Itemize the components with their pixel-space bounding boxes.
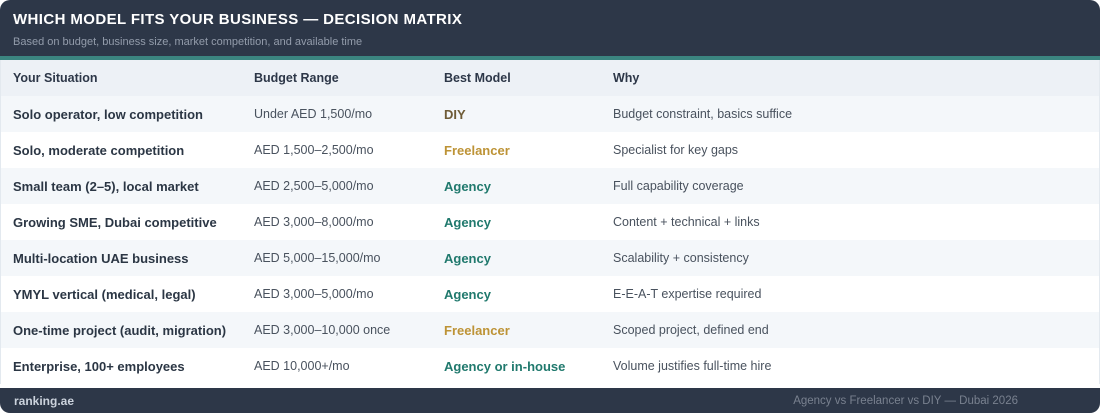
page-title: WHICH MODEL FITS YOUR BUSINESS — DECISIO… [13, 11, 463, 28]
why-cell: Full capability coverage [613, 179, 744, 193]
why-cell: Volume justifies full-time hire [613, 359, 772, 373]
budget-cell: AED 2,500–5,000/mo [254, 179, 374, 193]
situation-cell: Solo, moderate competition [13, 142, 185, 158]
brand-label: ranking.ae [14, 393, 75, 408]
situation-cell: Growing SME, Dubai competitive [13, 214, 217, 230]
why-cell: E-E-A-T expertise required [613, 287, 762, 301]
budget-cell: AED 3,000–8,000/mo [254, 215, 374, 229]
table-row: Solo operator, low competition Under AED… [1, 96, 1099, 132]
page-subtitle: Based on budget, business size, market c… [13, 36, 363, 48]
model-cell: Agency [444, 214, 491, 230]
why-cell: Scalability + consistency [613, 251, 749, 265]
model-cell: Agency [444, 286, 491, 302]
situation-cell: Small team (2–5), local market [13, 178, 199, 194]
table-row: Solo, moderate competition AED 1,500–2,5… [1, 132, 1099, 168]
table-row: Enterprise, 100+ employees AED 10,000+/m… [1, 348, 1099, 384]
header-bar: WHICH MODEL FITS YOUR BUSINESS — DECISIO… [0, 0, 1100, 56]
table-row: Small team (2–5), local market AED 2,500… [1, 168, 1099, 204]
footer-caption: Agency vs Freelancer vs DIY — Dubai 2026 [793, 394, 1018, 407]
decision-table: Your Situation Budget Range Best Model W… [0, 60, 1100, 384]
table-row: YMYL vertical (medical, legal) AED 3,000… [1, 276, 1099, 312]
why-cell: Content + technical + links [613, 215, 760, 229]
budget-cell: AED 10,000+/mo [254, 359, 350, 373]
table-header-row: Your Situation Budget Range Best Model W… [1, 60, 1099, 96]
table-row: One-time project (audit, migration) AED … [1, 312, 1099, 348]
situation-cell: Enterprise, 100+ employees [13, 358, 185, 374]
model-cell: Agency [444, 178, 491, 194]
table-row: Multi-location UAE business AED 5,000–15… [1, 240, 1099, 276]
model-cell: Agency or in-house [444, 358, 566, 374]
budget-cell: Under AED 1,500/mo [254, 107, 373, 121]
budget-cell: AED 1,500–2,500/mo [254, 143, 374, 157]
model-cell: DIY [444, 106, 466, 122]
model-cell: Freelancer [444, 142, 510, 158]
budget-cell: AED 5,000–15,000/mo [254, 251, 381, 265]
table-row: Growing SME, Dubai competitive AED 3,000… [1, 204, 1099, 240]
budget-cell: AED 3,000–5,000/mo [254, 287, 374, 301]
footer-gap [0, 384, 1100, 388]
column-header-situation: Your Situation [13, 71, 98, 85]
budget-cell: AED 3,000–10,000 once [254, 323, 391, 337]
footer-bar: ranking.ae Agency vs Freelancer vs DIY —… [0, 388, 1100, 413]
accent-divider [0, 56, 1100, 60]
model-cell: Freelancer [444, 322, 510, 338]
model-cell: Agency [444, 250, 491, 266]
why-cell: Specialist for key gaps [613, 143, 739, 157]
column-header-why: Why [613, 71, 640, 85]
column-header-budget: Budget Range [254, 71, 339, 85]
situation-cell: Solo operator, low competition [13, 106, 203, 122]
why-cell: Budget constraint, basics suffice [613, 107, 793, 121]
situation-cell: One-time project (audit, migration) [13, 322, 227, 338]
situation-cell: Multi-location UAE business [13, 250, 189, 266]
column-header-model: Best Model [444, 71, 511, 85]
why-cell: Scoped project, defined end [613, 323, 769, 337]
situation-cell: YMYL vertical (medical, legal) [13, 286, 196, 302]
